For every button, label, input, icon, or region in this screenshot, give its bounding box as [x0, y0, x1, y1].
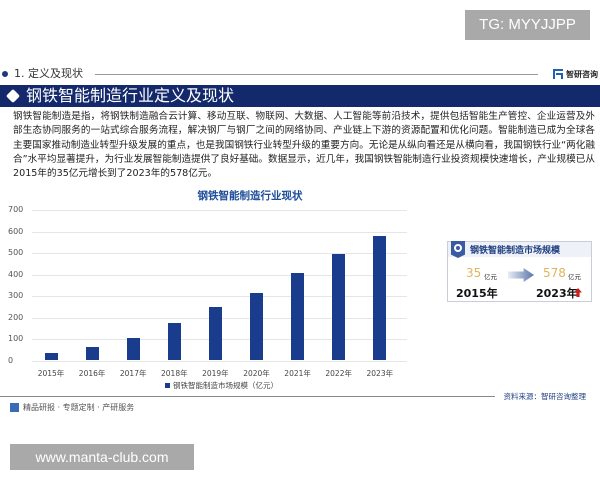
start-year: 2015年: [456, 287, 498, 300]
definition-paragraph: 钢铁智能制造是指，将钢铁制造融合云计算、移动互联、物联网、大数据、人工智能等前沿…: [13, 111, 595, 180]
section-divider: [95, 74, 538, 75]
market-size-card: 钢铁智能制造市场规模 35 亿元 2015年 578 亿元 2023年: [447, 241, 592, 302]
y-tick-label: 700: [8, 205, 24, 214]
chart-title: 钢铁智能制造行业现状: [197, 190, 303, 202]
gridline: [32, 360, 407, 362]
x-tick-label: 2016年: [78, 369, 106, 378]
x-tick-label: 2019年: [202, 369, 229, 378]
card-header: 钢铁智能制造市场规模: [448, 241, 591, 258]
gridline: [32, 253, 407, 254]
page-title-bar: 钢铁智能制造行业定义及现状: [0, 85, 600, 107]
brand-logo: 智研咨询: [553, 67, 598, 81]
x-tick-label: 2022年: [325, 369, 352, 378]
chart-legend: 钢铁智能制造市场规模（亿元）: [165, 380, 278, 391]
end-unit: 亿元: [568, 273, 581, 281]
y-tick-label: 0: [8, 355, 14, 365]
ribbon-badge-icon: [451, 241, 465, 258]
legend-label: 钢铁智能制造市场规模（亿元）: [173, 381, 278, 390]
x-tick-label: 2017年: [119, 369, 147, 378]
bar-2018年: [167, 323, 181, 361]
bar-2021年: [291, 273, 305, 361]
x-tick-label: 2023年: [366, 369, 394, 378]
bar-2023年: [373, 236, 387, 361]
arrow-right-icon: [508, 268, 534, 282]
end-value: 578: [543, 266, 566, 280]
source-divider: [0, 396, 495, 397]
y-tick-label: 200: [8, 312, 24, 322]
brand-logo-icon: [553, 69, 563, 79]
x-tick-label: 2015年: [37, 369, 65, 378]
tg-watermark-badge: TG: MYYJJPP: [465, 10, 590, 40]
bar-2019年: [208, 307, 222, 361]
footer-logo-icon: [10, 403, 19, 412]
bar-2016年: [85, 346, 99, 361]
gridline: [32, 231, 407, 233]
bar-2020年: [250, 293, 263, 361]
start-unit: 亿元: [484, 273, 497, 281]
legend-swatch: [165, 383, 170, 388]
y-tick-label: 100: [8, 334, 24, 343]
site-watermark-badge: www.manta-club.com: [10, 444, 194, 470]
gridline: [32, 274, 407, 276]
bar-2017年: [126, 337, 140, 361]
footer-tagline: 精品研报 · 专题定制 · 产研服务: [10, 402, 134, 413]
y-tick-label: 600: [8, 226, 24, 236]
y-tick-label: 300: [8, 291, 24, 300]
page-title: 钢铁智能制造行业定义及现状: [26, 86, 235, 105]
gridline: [32, 296, 407, 297]
gridline: [32, 210, 407, 211]
x-tick-label: 2018年: [161, 369, 188, 378]
bar-2022年: [332, 254, 346, 361]
arrow-up-icon: [574, 288, 582, 297]
section-label: 1. 定义及现状: [14, 67, 83, 80]
footer-tagline-text: 精品研报 · 专题定制 · 产研服务: [23, 403, 135, 412]
diamond-icon: [5, 88, 21, 104]
start-value: 35: [466, 266, 482, 280]
source-row: 资料来源：智研咨询整理: [0, 391, 600, 403]
brand-name: 智研咨询: [566, 69, 598, 79]
card-title: 钢铁智能制造市场规模: [470, 246, 561, 256]
y-tick-label: 400: [8, 269, 24, 279]
end-year: 2023年: [536, 287, 578, 300]
x-tick-label: 2020年: [243, 369, 270, 378]
bar-2015年: [44, 352, 58, 361]
data-source: 资料来源：智研咨询整理: [503, 392, 587, 401]
section-header: 1. 定义及现状 智研咨询: [0, 66, 600, 82]
bullet-dot-icon: [2, 71, 8, 77]
y-tick-label: 500: [8, 248, 24, 257]
x-tick-label: 2021年: [284, 369, 311, 378]
